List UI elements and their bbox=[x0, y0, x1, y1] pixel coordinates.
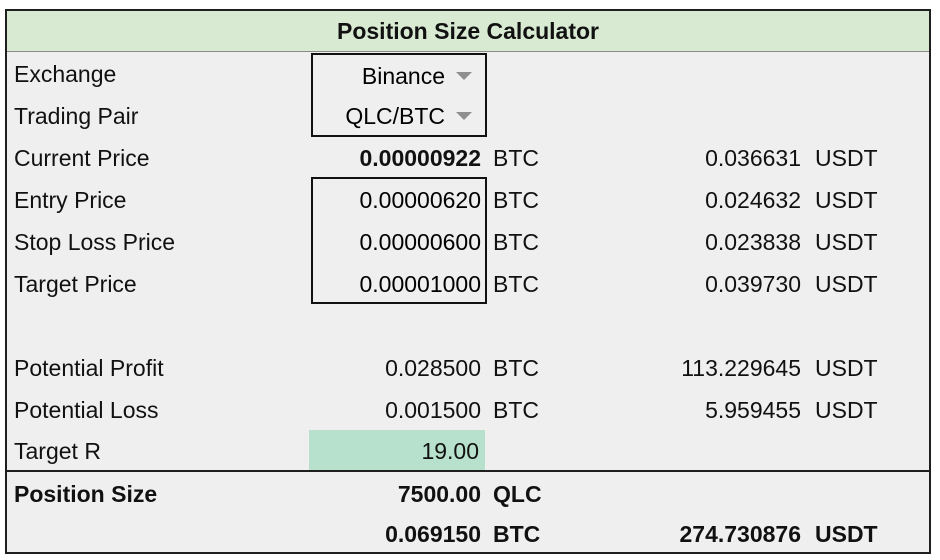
position-size-qty: 7500.00 bbox=[397, 481, 481, 507]
entry-price-label: Entry Price bbox=[14, 187, 127, 213]
target-r-value: 19.00 bbox=[421, 438, 479, 464]
current-price-btc: 0.00000922 bbox=[359, 145, 481, 171]
potential-profit-usdt: 113.229645 bbox=[681, 355, 801, 381]
entry-price-usdt: 0.024632 bbox=[705, 187, 801, 213]
stop-loss-btc-unit: BTC bbox=[493, 229, 539, 255]
entry-price-usdt-unit: USDT bbox=[815, 187, 878, 213]
entry-price-input[interactable]: 0.00000620 bbox=[313, 179, 485, 221]
stop-loss-input[interactable]: 0.00000600 bbox=[313, 221, 485, 263]
trading-pair-value: QLC/BTC bbox=[345, 103, 445, 129]
target-r-label: Target R bbox=[14, 438, 101, 464]
exchange-label: Exchange bbox=[14, 61, 117, 87]
target-price-usdt-unit: USDT bbox=[815, 271, 878, 297]
position-size-btc-unit: BTC bbox=[493, 521, 541, 547]
potential-profit-label: Potential Profit bbox=[14, 355, 164, 381]
trading-pair-row: Trading Pair bbox=[7, 95, 929, 137]
dropdown-arrow-icon[interactable] bbox=[456, 72, 472, 80]
stop-loss-label: Stop Loss Price bbox=[14, 229, 176, 255]
current-price-usdt: 0.036631 bbox=[705, 145, 801, 171]
trading-pair-label: Trading Pair bbox=[14, 103, 139, 129]
position-size-row: Position Size 7500.00 QLC bbox=[7, 473, 929, 515]
target-price-btc-unit: BTC bbox=[493, 271, 539, 297]
position-size-qty-unit: QLC bbox=[493, 481, 542, 507]
potential-loss-label: Potential Loss bbox=[14, 397, 159, 423]
entry-price-row: Entry Price BTC 0.024632 USDT bbox=[7, 179, 929, 221]
current-price-label: Current Price bbox=[14, 145, 150, 171]
potential-loss-usdt: 5.959455 bbox=[705, 397, 801, 423]
potential-loss-row: Potential Loss 0.001500 BTC 5.959455 USD… bbox=[7, 389, 929, 431]
potential-loss-btc-unit: BTC bbox=[493, 397, 539, 423]
stop-loss-usdt: 0.023838 bbox=[705, 229, 801, 255]
calculator-title: Position Size Calculator bbox=[7, 11, 929, 52]
target-price-label: Target Price bbox=[14, 271, 137, 297]
position-size-usdt-unit: USDT bbox=[815, 521, 878, 547]
potential-profit-usdt-unit: USDT bbox=[815, 355, 878, 381]
target-price-row: Target Price BTC 0.039730 USDT bbox=[7, 263, 929, 305]
trading-pair-dropdown[interactable]: QLC/BTC bbox=[313, 95, 485, 137]
potential-profit-btc: 0.028500 bbox=[385, 355, 481, 381]
position-value-row: 0.069150 BTC 274.730876 USDT bbox=[7, 513, 929, 555]
section-divider bbox=[7, 470, 929, 472]
exchange-dropdown[interactable]: Binance bbox=[313, 55, 485, 97]
target-price-input[interactable]: 0.00001000 bbox=[313, 263, 485, 305]
entry-price-value: 0.00000620 bbox=[359, 187, 481, 213]
exchange-value: Binance bbox=[361, 63, 445, 89]
target-price-value: 0.00001000 bbox=[359, 271, 481, 297]
entry-price-btc-unit: BTC bbox=[493, 187, 539, 213]
potential-profit-btc-unit: BTC bbox=[493, 355, 539, 381]
current-price-btc-unit: BTC bbox=[493, 145, 539, 171]
stop-loss-row: Stop Loss Price BTC 0.023838 USDT bbox=[7, 221, 929, 263]
target-price-usdt: 0.039730 bbox=[705, 271, 801, 297]
position-size-calculator: Position Size Calculator Exchange Tradin… bbox=[5, 9, 931, 554]
current-price-row: Current Price 0.00000922 BTC 0.036631 US… bbox=[7, 137, 929, 179]
price-input-box: 0.00000620 0.00000600 0.00001000 bbox=[311, 177, 487, 304]
dropdown-arrow-icon[interactable] bbox=[456, 112, 472, 120]
target-r-cell: 19.00 bbox=[309, 430, 485, 472]
potential-loss-usdt-unit: USDT bbox=[815, 397, 878, 423]
potential-profit-row: Potential Profit 0.028500 BTC 113.229645… bbox=[7, 347, 929, 389]
position-size-usdt: 274.730876 bbox=[679, 521, 801, 547]
position-size-btc: 0.069150 bbox=[385, 521, 481, 547]
current-price-usdt-unit: USDT bbox=[815, 145, 878, 171]
stop-loss-value: 0.00000600 bbox=[359, 229, 481, 255]
position-size-label: Position Size bbox=[14, 481, 158, 507]
selector-box: Binance QLC/BTC bbox=[311, 53, 487, 137]
stop-loss-usdt-unit: USDT bbox=[815, 229, 878, 255]
target-r-row: Target R 19.00 bbox=[7, 430, 929, 472]
potential-loss-btc: 0.001500 bbox=[385, 397, 481, 423]
exchange-row: Exchange bbox=[7, 53, 929, 95]
